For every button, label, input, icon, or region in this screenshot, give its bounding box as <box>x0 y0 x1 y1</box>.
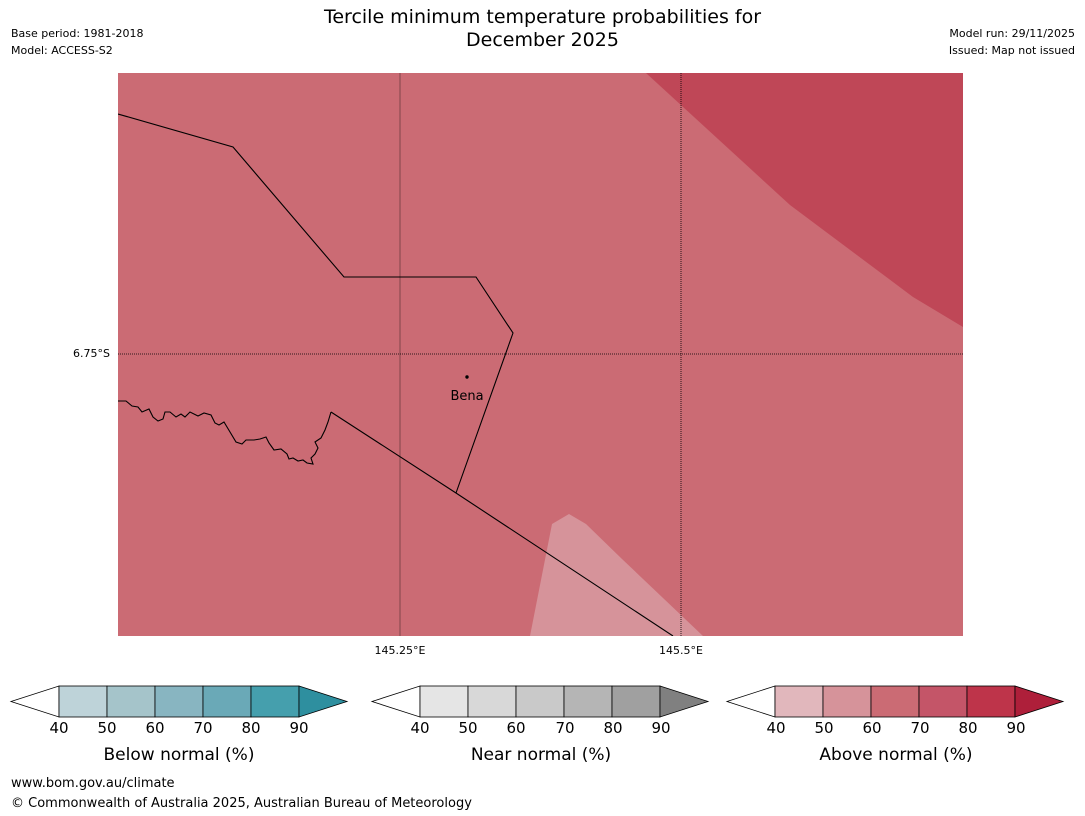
issued-text: Issued: Map not issued <box>948 44 1075 57</box>
latitude-label: 6.75°S <box>73 347 110 360</box>
title-line-2: December 2025 <box>466 29 619 51</box>
above-normal-label: Above normal (%) <box>819 745 973 765</box>
below-normal-label: Below normal (%) <box>103 745 255 765</box>
above-colorbar-segment-60-70 <box>870 685 920 718</box>
near-colorbar-segment-50-60 <box>467 685 517 718</box>
above-tick-50: 50 <box>814 719 834 737</box>
above-tick-40: 40 <box>766 719 786 737</box>
below-colorbar-low-extension <box>9 685 60 718</box>
above-colorbar-segment-80-90 <box>966 685 1016 718</box>
above-normal-colorbar <box>725 685 1065 718</box>
legend-colorbars <box>9 685 1065 718</box>
below-colorbar-segment-50-60 <box>106 685 156 718</box>
below-tick-70: 70 <box>193 719 213 737</box>
near-tick-40: 40 <box>410 719 430 737</box>
bena-label: Bena <box>450 389 483 404</box>
near-normal-label: Near normal (%) <box>470 745 612 765</box>
above-colorbar-segment-50-60 <box>822 685 872 718</box>
above-colorbar-segment-70-80 <box>918 685 968 718</box>
longitude-label-145-25: 145.25°E <box>374 644 426 657</box>
near-normal-colorbar <box>370 685 710 718</box>
near-colorbar-segment-40-50 <box>419 685 469 718</box>
near-tick-90: 90 <box>651 719 671 737</box>
below-colorbar-high-extension <box>298 685 349 718</box>
above-colorbar-segment-40-50 <box>774 685 824 718</box>
model-text: Model: ACCESS-S2 <box>11 44 113 57</box>
above-tick-70: 70 <box>910 719 930 737</box>
map-canvas: Bena <box>118 73 963 636</box>
below-tick-40: 40 <box>49 719 69 737</box>
above-tick-80: 80 <box>958 719 978 737</box>
below-colorbar-segment-80-90 <box>250 685 300 718</box>
map-fill-above-normal-50-60 <box>530 514 703 636</box>
below-colorbar-segment-60-70 <box>154 685 204 718</box>
bena-marker <box>465 375 469 379</box>
above-tick-60: 60 <box>862 719 882 737</box>
below-colorbar-segment-70-80 <box>202 685 252 718</box>
title-line-1: Tercile minimum temperature probabilitie… <box>323 6 762 28</box>
near-colorbar-segment-60-70 <box>515 685 565 718</box>
below-colorbar-segment-40-50 <box>58 685 108 718</box>
above-tick-90: 90 <box>1006 719 1026 737</box>
map-fill-above-normal-80-90 <box>646 73 963 327</box>
above-colorbar-low-extension <box>725 685 776 718</box>
province-boundary <box>118 113 514 494</box>
below-normal-colorbar <box>9 685 349 718</box>
footer-copyright: © Commonwealth of Australia 2025, Austra… <box>11 796 472 811</box>
near-colorbar-segment-70-80 <box>563 685 613 718</box>
above-colorbar-high-extension <box>1014 685 1065 718</box>
near-colorbar-segment-80-90 <box>611 685 661 718</box>
near-colorbar-low-extension <box>370 685 421 718</box>
near-tick-70: 70 <box>555 719 575 737</box>
longitude-label-145-5: 145.5°E <box>659 644 703 657</box>
below-tick-50: 50 <box>97 719 117 737</box>
footer-url[interactable]: www.bom.gov.au/climate <box>11 776 175 791</box>
header-right-meta: Model run: 29/11/2025 Issued: Map not is… <box>949 25 1075 59</box>
probability-map[interactable]: Bena <box>118 73 963 636</box>
near-tick-50: 50 <box>458 719 478 737</box>
header-left-meta: Base period: 1981-2018 Model: ACCESS-S2 <box>11 25 143 59</box>
below-tick-90: 90 <box>289 719 309 737</box>
below-tick-60: 60 <box>145 719 165 737</box>
below-tick-80: 80 <box>241 719 261 737</box>
base-period-text: Base period: 1981-2018 <box>11 27 144 40</box>
near-colorbar-high-extension <box>659 685 710 718</box>
near-tick-80: 80 <box>603 719 623 737</box>
near-tick-60: 60 <box>506 719 526 737</box>
province-boundary-south <box>330 411 674 636</box>
page-title: Tercile minimum temperature probabilitie… <box>0 6 1085 52</box>
river-line <box>118 400 332 465</box>
model-run-text: Model run: 29/11/2025 <box>949 27 1075 40</box>
